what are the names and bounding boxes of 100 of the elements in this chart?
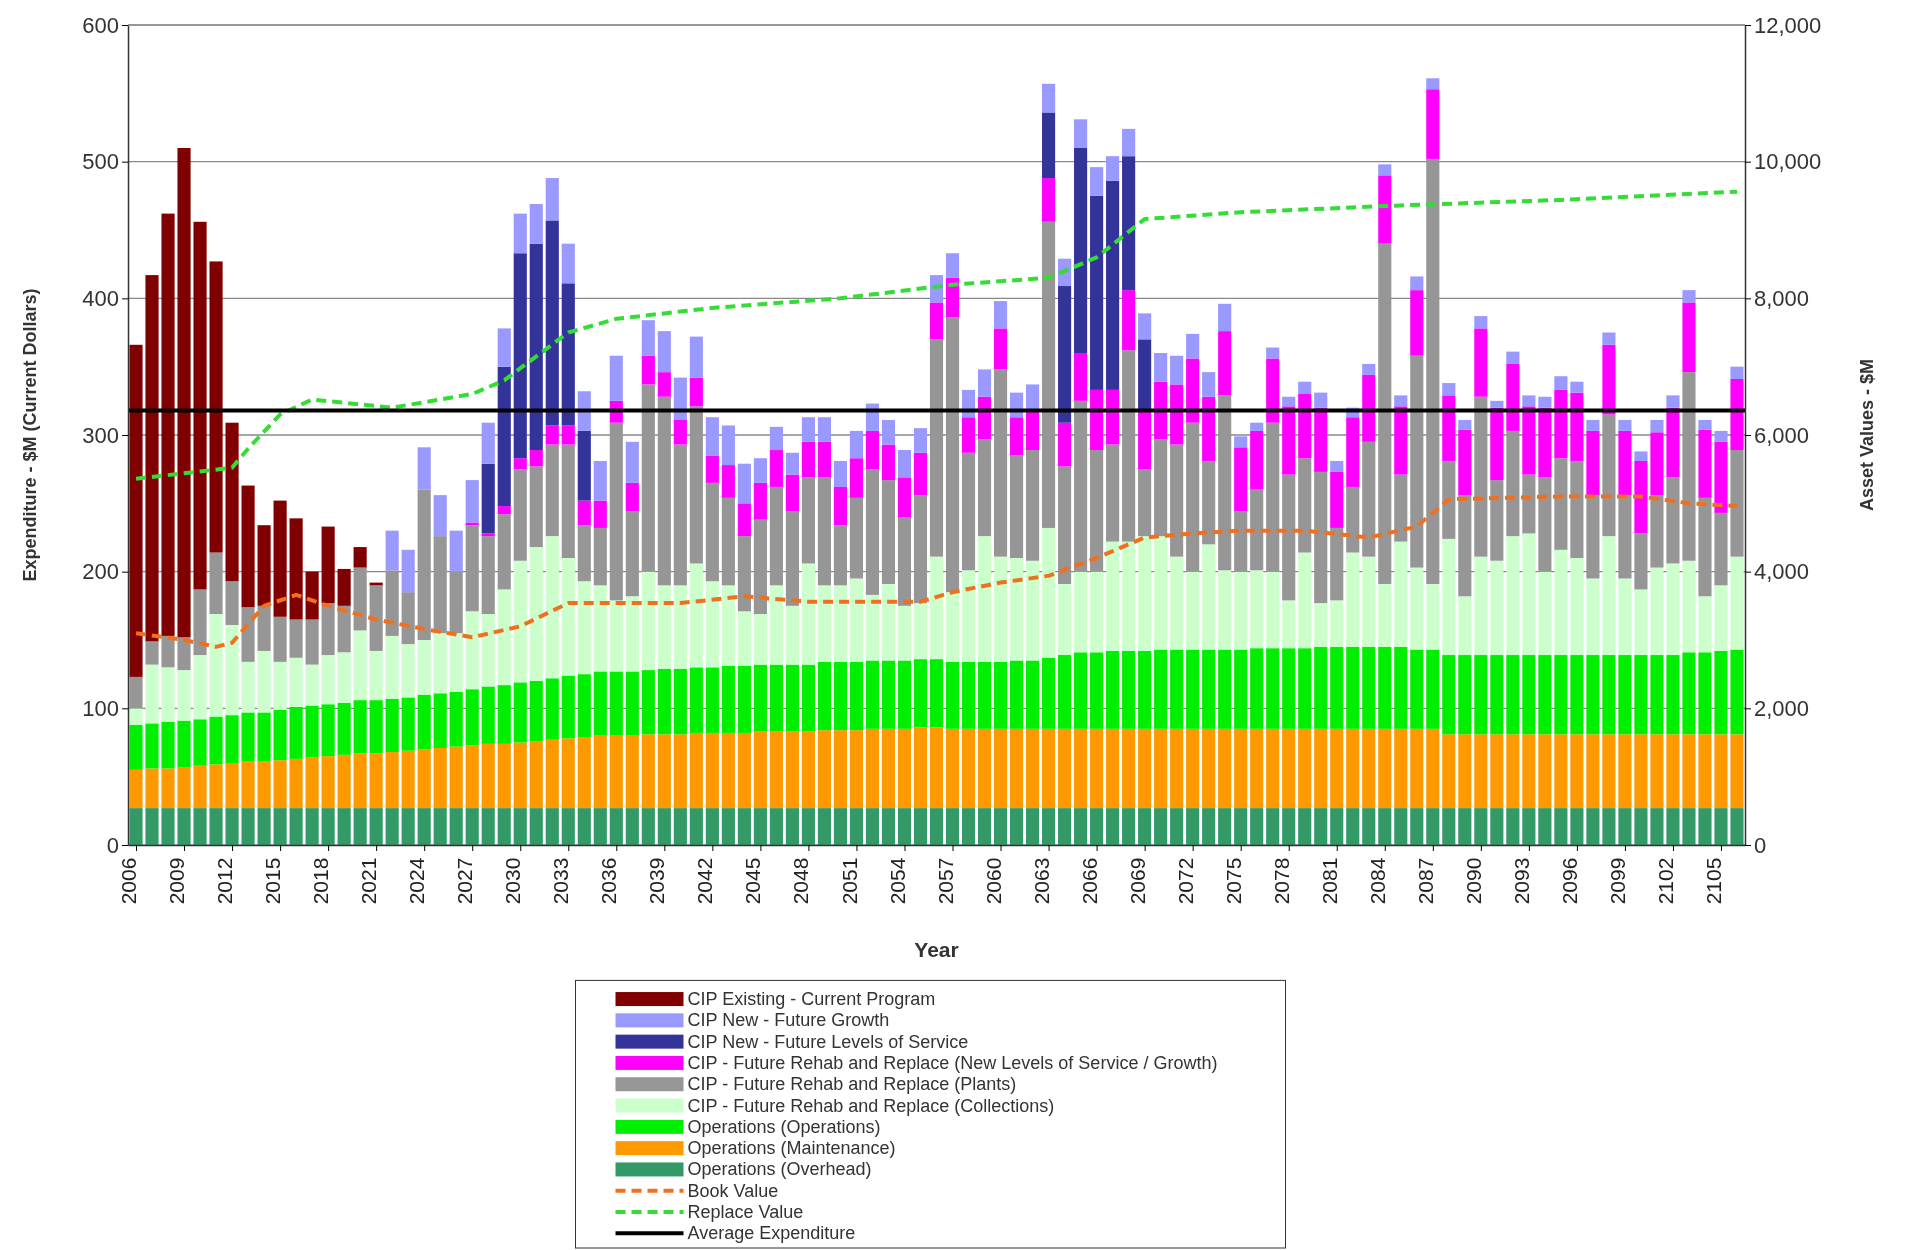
bar — [1362, 374, 1376, 442]
bar — [145, 808, 159, 845]
bar — [1666, 808, 1680, 845]
bar — [1234, 808, 1248, 845]
y2-tick-label: 4,000 — [1754, 559, 1810, 585]
bar — [881, 728, 896, 809]
bar — [1442, 538, 1456, 656]
bar — [1074, 353, 1088, 401]
bar — [1074, 119, 1088, 148]
bar — [865, 469, 880, 595]
bar — [1122, 650, 1136, 729]
bar — [1602, 536, 1616, 656]
bar — [561, 808, 575, 845]
bar — [353, 808, 367, 845]
bar — [1298, 552, 1312, 649]
bar — [1234, 571, 1248, 650]
bar — [1410, 290, 1424, 356]
bar — [1714, 441, 1728, 513]
bar — [225, 763, 239, 809]
bar — [1298, 648, 1312, 729]
bar — [1410, 567, 1424, 650]
bar — [337, 754, 351, 809]
bar — [1378, 728, 1392, 809]
bar — [545, 220, 559, 426]
bar — [1106, 444, 1120, 542]
bar — [1266, 648, 1280, 729]
bar — [1074, 148, 1088, 353]
bar — [209, 808, 223, 845]
bar — [1234, 436, 1248, 448]
bar — [1666, 395, 1680, 408]
bar — [1282, 396, 1296, 407]
bar — [1282, 600, 1296, 649]
bar — [1410, 355, 1424, 568]
bar — [241, 607, 255, 662]
bar — [1186, 728, 1200, 809]
bar — [1698, 652, 1712, 735]
bar — [1490, 734, 1504, 809]
bar — [833, 486, 848, 526]
bar — [1506, 430, 1520, 537]
bar — [529, 681, 543, 742]
bar — [1346, 552, 1360, 647]
bar — [337, 808, 351, 845]
bar — [1042, 112, 1056, 179]
x-tick-label: 2039 — [645, 857, 669, 905]
bar — [1618, 578, 1632, 656]
bar — [1714, 585, 1728, 651]
bar — [289, 619, 303, 658]
bar — [1442, 734, 1456, 809]
bar — [1106, 650, 1120, 729]
bar — [529, 450, 543, 467]
bar — [1506, 536, 1520, 656]
bar — [577, 500, 591, 526]
bar — [1426, 78, 1440, 90]
bar — [1282, 808, 1296, 845]
legend-label: CIP - Future Rehab and Replace (New Levels of Service / Growth) — [687, 1052, 1218, 1073]
bar — [497, 506, 511, 515]
bar — [433, 495, 447, 537]
bar — [817, 730, 831, 809]
y2-tick-label: 6,000 — [1754, 422, 1810, 448]
bar — [1218, 649, 1232, 729]
bar — [1009, 417, 1024, 456]
bar — [577, 430, 591, 501]
bar — [1314, 646, 1328, 729]
bar — [369, 700, 383, 754]
bar — [1362, 728, 1376, 809]
x-tick-label: 2096 — [1557, 857, 1581, 905]
bar — [1714, 808, 1728, 845]
bar — [1634, 655, 1648, 735]
bar — [1090, 167, 1104, 196]
bar — [1666, 563, 1680, 656]
bar — [161, 213, 175, 636]
bar — [1362, 556, 1376, 647]
bar — [577, 525, 591, 582]
bar — [1170, 649, 1184, 729]
bar — [1170, 808, 1184, 845]
bar — [145, 723, 159, 769]
bar — [1234, 728, 1248, 809]
bar — [1506, 808, 1520, 845]
bar — [449, 746, 463, 809]
bar — [497, 328, 511, 367]
bar — [1266, 808, 1280, 845]
bar — [753, 664, 767, 732]
bar — [1698, 429, 1712, 498]
bar — [545, 178, 559, 221]
bar — [769, 450, 783, 487]
bar — [529, 243, 543, 451]
x-tick-label: 2060 — [981, 857, 1005, 905]
bar — [1106, 728, 1120, 809]
bar — [193, 765, 207, 809]
bar — [945, 728, 960, 809]
x-tick-label: 2021 — [357, 857, 381, 905]
bar — [641, 384, 655, 572]
y2-axis-title: Asset Values - $M — [1857, 358, 1877, 512]
bar — [1122, 541, 1136, 651]
bar — [1298, 728, 1312, 809]
bar — [1042, 728, 1056, 809]
bar — [753, 808, 767, 845]
bar — [1298, 458, 1312, 553]
bar — [1330, 646, 1344, 729]
bar — [625, 671, 639, 736]
